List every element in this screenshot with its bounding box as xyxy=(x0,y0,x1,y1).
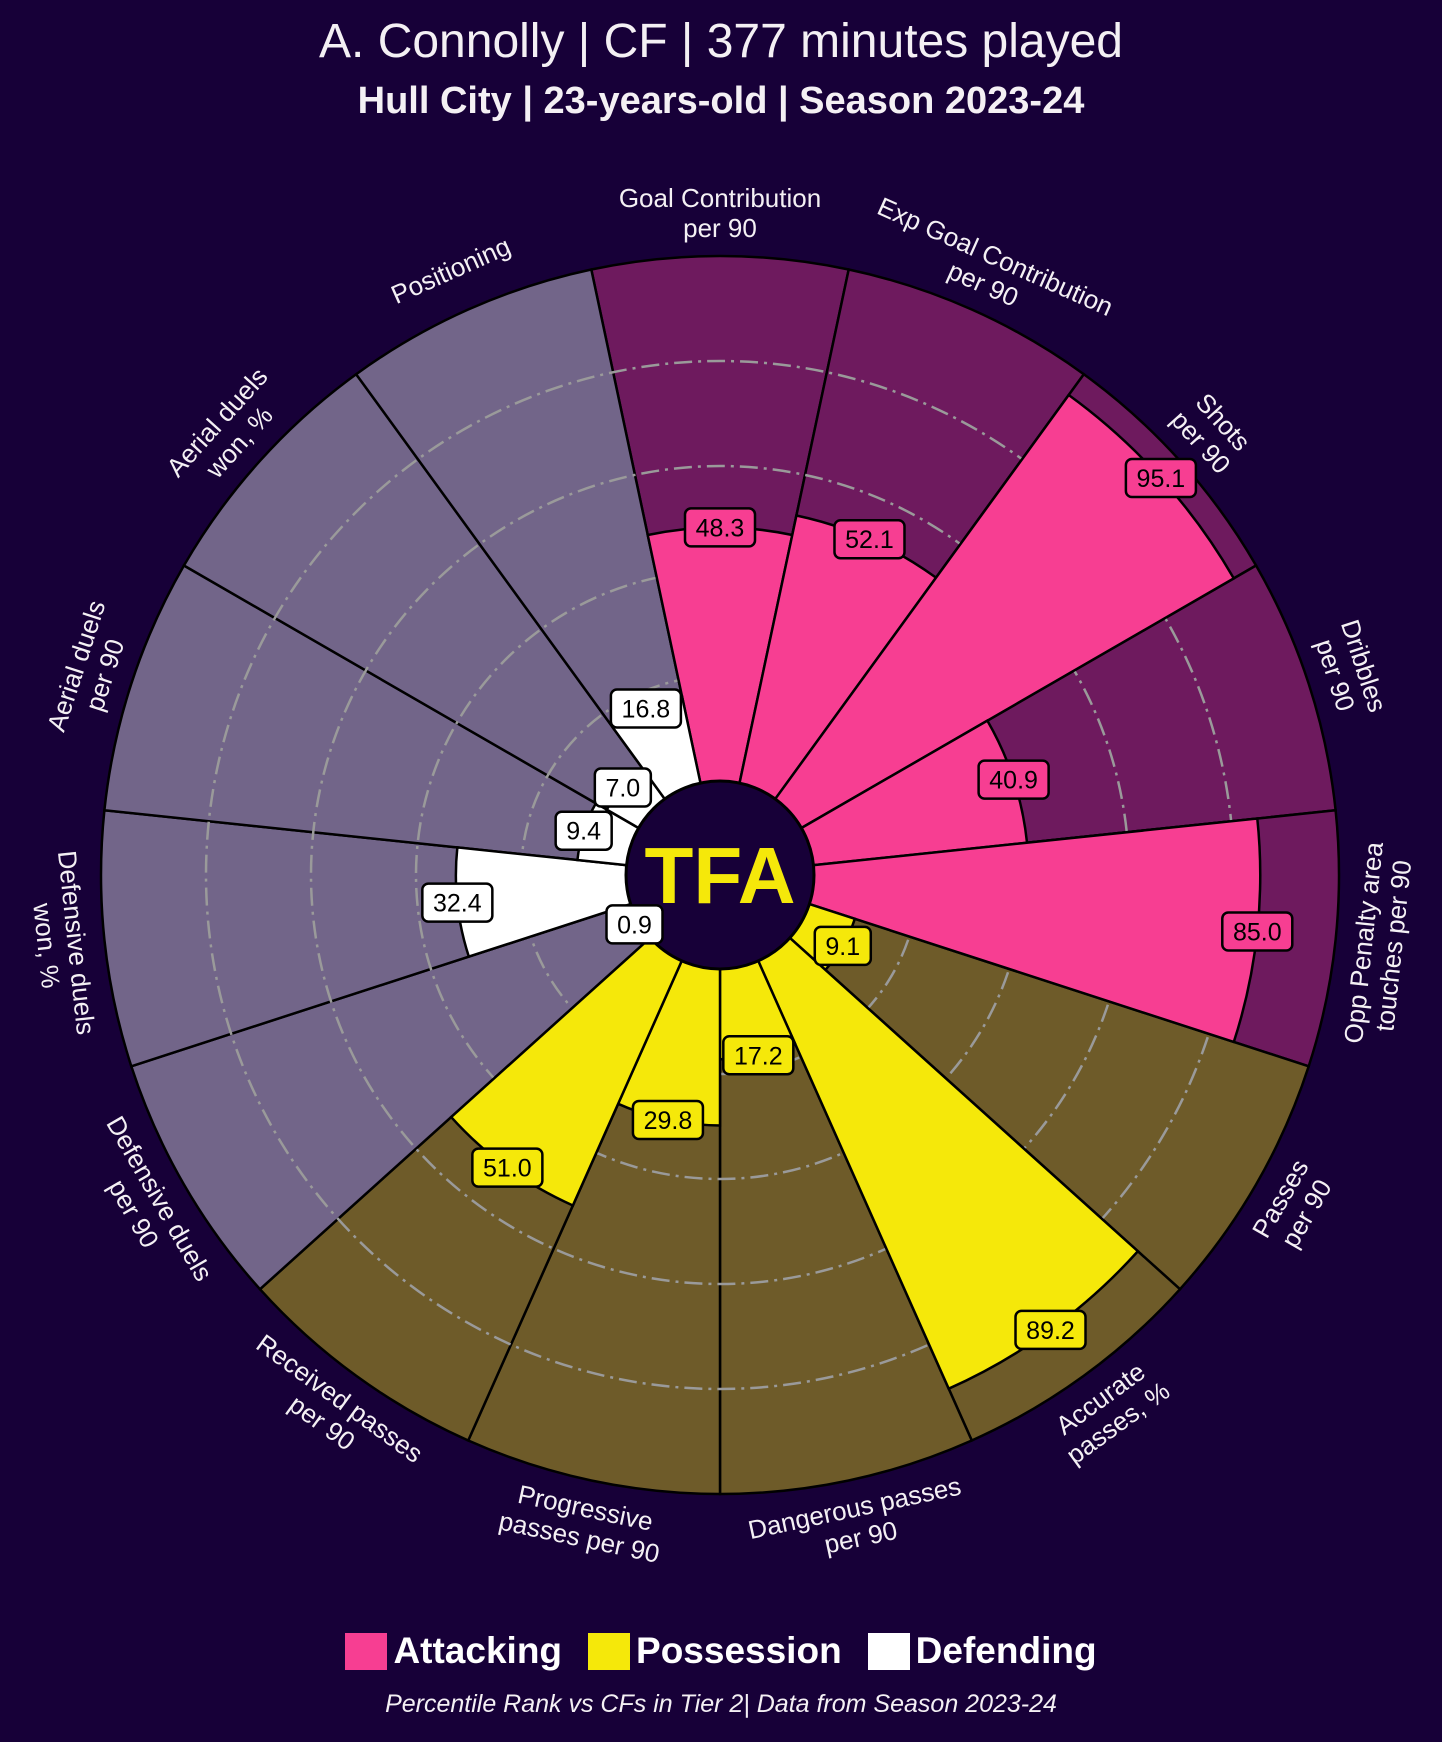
value-label-box xyxy=(1014,1309,1087,1351)
value-label-text: 48.3 xyxy=(696,514,745,542)
param-label: Opp Penalty areatouches per 90 xyxy=(1338,840,1419,1048)
value-label: 16.8 xyxy=(609,688,683,729)
value-label-box xyxy=(593,767,653,808)
value-label-box xyxy=(813,925,873,967)
value-label-text: 29.8 xyxy=(644,1107,693,1135)
value-label-text: 16.8 xyxy=(622,696,671,724)
legend-swatch-attacking xyxy=(345,1632,388,1670)
value-label-text: 85.0 xyxy=(1233,918,1282,946)
param-label-line: Goal Contribution xyxy=(619,183,821,213)
value-label: 51.0 xyxy=(471,1147,544,1188)
param-label: Dribblesper 90 xyxy=(1306,616,1393,725)
value-label-box xyxy=(471,1147,544,1188)
legend: Attacking Possession Defending xyxy=(0,1630,1442,1672)
value-label-text: 32.4 xyxy=(433,890,482,918)
value-label-text: 9.1 xyxy=(825,933,860,961)
value-wedges xyxy=(449,393,1262,1391)
footer-note: Percentile Rank vs CFs in Tier 2| Data f… xyxy=(385,1690,1057,1718)
value-label-box xyxy=(683,507,757,548)
value-label: 9.4 xyxy=(554,810,613,851)
center-circle xyxy=(624,779,816,971)
value-label: 48.3 xyxy=(683,507,757,548)
value-label-text: 40.9 xyxy=(989,767,1038,795)
legend-item-attacking: Attacking xyxy=(345,1630,562,1672)
value-label-box xyxy=(554,810,613,851)
value-label: 89.2 xyxy=(1014,1309,1087,1351)
value-label-text: 7.0 xyxy=(605,775,640,803)
value-label-box xyxy=(609,688,683,729)
value-label-box xyxy=(605,904,664,945)
value-label: 9.1 xyxy=(813,925,873,967)
value-label: 85.0 xyxy=(1221,911,1294,952)
value-label-box xyxy=(977,759,1050,800)
value-label-text: 52.1 xyxy=(845,526,894,554)
chart-title: A. Connolly | CF | 377 minutes played xyxy=(319,15,1123,68)
legend-label: Defending xyxy=(915,1630,1097,1671)
value-label: 52.1 xyxy=(833,518,906,560)
legend-item-possession: Possession xyxy=(588,1630,842,1672)
legend-label: Possession xyxy=(636,1630,842,1671)
value-label-text: 51.0 xyxy=(483,1155,532,1183)
value-label-text: 0.9 xyxy=(617,911,652,939)
value-label: 95.1 xyxy=(1124,457,1198,499)
value-label-box xyxy=(1124,457,1198,499)
value-label: 17.2 xyxy=(722,1035,795,1076)
value-label-text: 95.1 xyxy=(1137,465,1186,493)
value-label: 0.9 xyxy=(605,904,664,945)
chart-subtitle: Hull City | 23-years-old | Season 2023-2… xyxy=(357,80,1085,122)
value-label-text: 17.2 xyxy=(734,1042,783,1070)
tfa-logo: TFA xyxy=(644,831,795,920)
value-label: 29.8 xyxy=(631,1099,705,1141)
value-label-box xyxy=(1221,911,1294,952)
value-label-box xyxy=(631,1099,705,1141)
value-label: 7.0 xyxy=(593,767,653,808)
legend-swatch-defending xyxy=(867,1632,910,1670)
param-label: Defensive duelswon, % xyxy=(22,849,101,1039)
legend-label: Attacking xyxy=(393,1630,563,1671)
value-label-text: 89.2 xyxy=(1026,1317,1075,1345)
param-label: Goal Contribution per 90 xyxy=(619,183,821,243)
value-label-box xyxy=(722,1035,795,1076)
param-label-line: per 90 xyxy=(683,213,757,243)
value-label-box xyxy=(421,882,494,923)
value-label-box xyxy=(833,518,906,560)
legend-swatch-possession xyxy=(588,1632,631,1670)
value-label-text: 9.4 xyxy=(566,818,601,846)
value-labels: 48.3 52.1 95.1 40.9 85.0 9.1 89.2 17.2 29.8 51.0 0… xyxy=(421,457,1294,1351)
value-label: 32.4 xyxy=(421,882,494,923)
value-label: 40.9 xyxy=(977,759,1050,800)
legend-item-defending: Defending xyxy=(867,1630,1097,1672)
